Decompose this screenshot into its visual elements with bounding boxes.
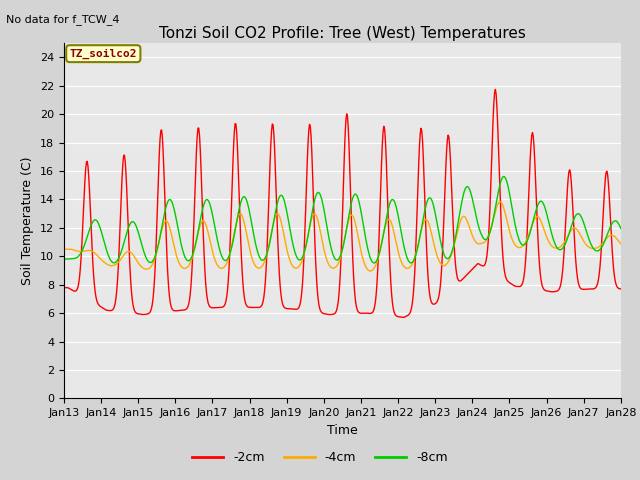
Text: TZ_soilco2: TZ_soilco2	[70, 48, 137, 59]
-8cm	[500, 174, 508, 180]
-2cm	[617, 286, 625, 292]
-8cm	[60, 256, 68, 262]
-8cm	[127, 219, 135, 225]
-4cm	[184, 264, 192, 270]
-8cm	[70, 256, 78, 262]
-2cm	[399, 314, 407, 320]
-8cm	[411, 255, 419, 261]
-2cm	[184, 304, 192, 310]
-2cm	[492, 86, 499, 92]
-4cm	[428, 229, 435, 235]
X-axis label: Time: Time	[327, 424, 358, 437]
-8cm	[407, 260, 415, 266]
-2cm	[60, 285, 68, 290]
-4cm	[367, 268, 374, 274]
-2cm	[214, 305, 221, 311]
-2cm	[70, 288, 78, 294]
-4cm	[214, 262, 221, 268]
Text: No data for f_TCW_4: No data for f_TCW_4	[6, 14, 120, 25]
Line: -8cm: -8cm	[64, 177, 621, 263]
-8cm	[184, 258, 192, 264]
Line: -4cm: -4cm	[64, 202, 621, 271]
-8cm	[214, 237, 221, 242]
-4cm	[60, 246, 68, 252]
-8cm	[617, 226, 625, 231]
-4cm	[617, 241, 625, 247]
Legend: -2cm, -4cm, -8cm: -2cm, -4cm, -8cm	[187, 446, 453, 469]
-4cm	[496, 199, 504, 204]
Line: -2cm: -2cm	[64, 89, 621, 317]
-4cm	[127, 250, 135, 255]
-4cm	[411, 254, 419, 260]
Title: Tonzi Soil CO2 Profile: Tree (West) Temperatures: Tonzi Soil CO2 Profile: Tree (West) Temp…	[159, 25, 526, 41]
-2cm	[127, 288, 135, 293]
-2cm	[428, 299, 435, 304]
-8cm	[428, 196, 435, 202]
-2cm	[411, 268, 419, 274]
Y-axis label: Soil Temperature (C): Soil Temperature (C)	[22, 156, 35, 285]
-4cm	[70, 247, 78, 253]
